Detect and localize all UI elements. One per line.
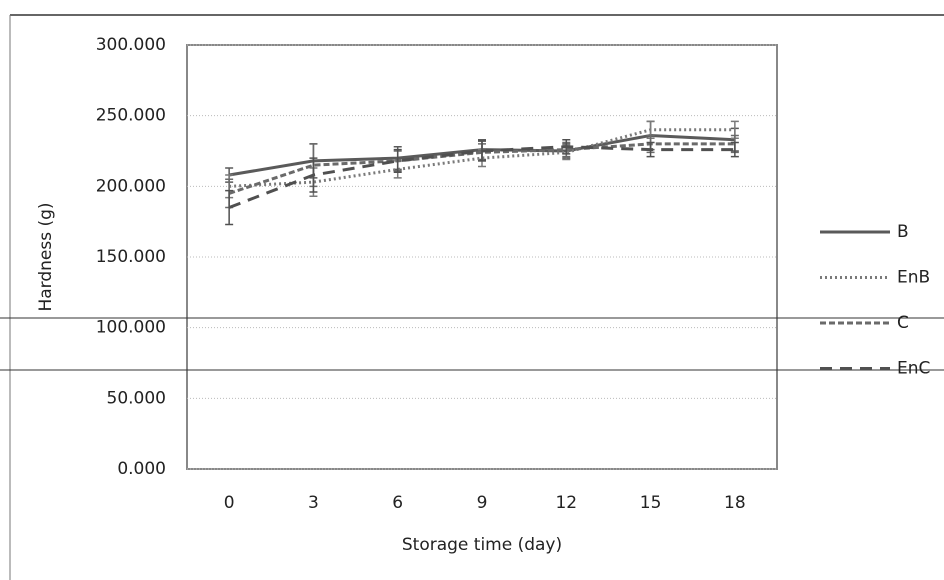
- y-tick-label: 250.000: [96, 106, 166, 126]
- legend-label: EnB: [897, 268, 930, 288]
- x-tick-label: 6: [392, 493, 403, 513]
- y-tick-label: 0.000: [117, 459, 166, 479]
- x-tick-label: 9: [477, 493, 488, 513]
- error-bar: [478, 140, 486, 162]
- y-axis-label: Hardness (g): [36, 202, 56, 311]
- error-bar: [730, 141, 739, 158]
- x-tick-label: 3: [308, 493, 319, 513]
- error-bar: [309, 157, 318, 193]
- y-tick-label: 100.000: [96, 318, 166, 338]
- legend-label: B: [897, 222, 909, 242]
- error-bar: [225, 189, 234, 226]
- y-tick-label: 150.000: [96, 247, 166, 267]
- x-tick-label: 0: [224, 493, 235, 513]
- y-tick-label: 200.000: [96, 176, 166, 196]
- y-tick-label: 300.000: [96, 35, 166, 55]
- error-bar: [393, 148, 402, 173]
- x-tick-label: 15: [640, 493, 662, 513]
- x-axis-label: Storage time (day): [402, 535, 562, 555]
- x-tick-label: 12: [555, 493, 577, 513]
- legend-label: C: [897, 313, 909, 333]
- x-tick-label: 18: [724, 493, 746, 513]
- error-bar: [562, 138, 571, 155]
- y-tick-label: 50.000: [107, 388, 166, 408]
- error-bar: [646, 141, 655, 158]
- legend-label: EnC: [897, 359, 930, 379]
